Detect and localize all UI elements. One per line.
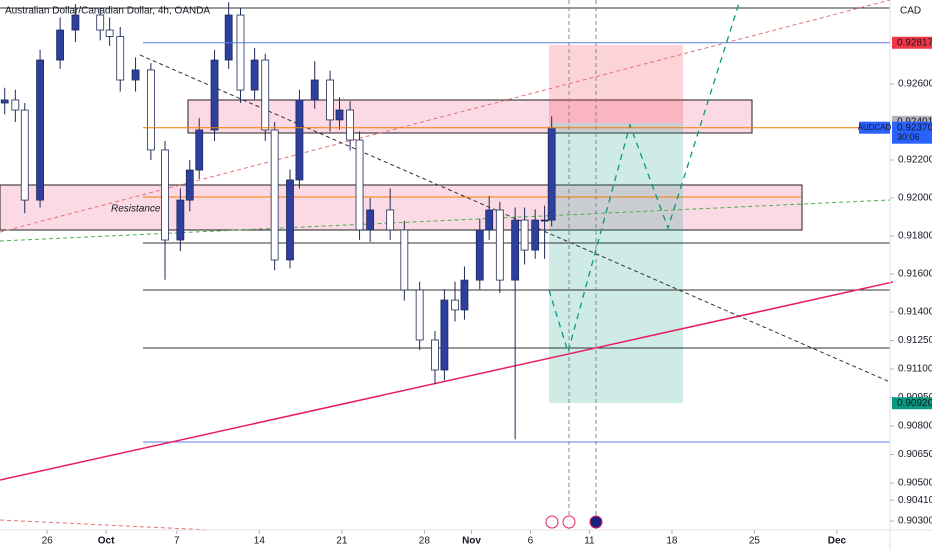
x-tick-label: 18 xyxy=(666,536,678,547)
price-label-box xyxy=(892,397,932,410)
x-tick-label: Dec xyxy=(828,536,847,547)
candle-body xyxy=(224,14,233,61)
candle-body xyxy=(20,109,29,201)
price-label: 0.92817 xyxy=(897,37,932,48)
x-tick-label: 26 xyxy=(42,536,54,547)
y-tick-label: 0.91800 xyxy=(898,231,932,242)
y-tick-label: 0.91600 xyxy=(898,269,932,280)
event-icons xyxy=(545,515,603,529)
candle-body xyxy=(451,299,459,311)
candle-body xyxy=(415,289,424,341)
trend-line xyxy=(0,281,894,481)
candle-body xyxy=(400,229,409,291)
symbol-box xyxy=(859,121,890,134)
y-tick-label: 0.92200 xyxy=(898,155,932,166)
candle-body xyxy=(236,14,245,91)
candle-body xyxy=(116,36,125,81)
y-tick-label: 0.91250 xyxy=(898,335,932,346)
candle-body xyxy=(261,59,270,131)
event-icon[interactable] xyxy=(589,515,603,529)
price-label: 0.90920 xyxy=(897,398,932,409)
y-tick-label: 0.90650 xyxy=(898,449,932,460)
x-tick-label: 7 xyxy=(174,536,180,547)
candle-body xyxy=(270,129,279,261)
candle-body xyxy=(250,59,259,91)
y-tick-label: 0.90500 xyxy=(898,478,932,489)
x-tick-label: Nov xyxy=(462,536,481,547)
candle-body xyxy=(335,109,344,121)
currency: CAD xyxy=(900,6,921,17)
trend-line xyxy=(0,199,891,242)
x-tick-label: 6 xyxy=(528,536,534,547)
symbol-label: AUDCAD xyxy=(858,123,892,132)
candle-body xyxy=(475,229,484,281)
chart-title: Australian Dollar/Canadian Dollar, 4h, O… xyxy=(5,6,210,17)
candle-body xyxy=(431,339,439,371)
candle-body xyxy=(96,14,105,31)
price-label-box xyxy=(892,36,932,49)
candle-body xyxy=(11,99,20,111)
candle-body xyxy=(195,129,204,171)
candle-body xyxy=(210,59,219,131)
candle-body xyxy=(495,209,504,281)
y-tick-label: 0.91100 xyxy=(898,364,932,375)
x-tick-label: 25 xyxy=(749,536,761,547)
trend-line xyxy=(0,0,891,233)
candle-body xyxy=(71,14,80,31)
candle-body xyxy=(460,279,469,311)
y-tick-label: 0.90300 xyxy=(898,516,932,527)
candle-body xyxy=(520,219,529,251)
trend-line xyxy=(0,519,211,531)
candle-body xyxy=(176,199,185,241)
candle-body xyxy=(131,69,140,81)
x-tick-label: 21 xyxy=(336,536,348,547)
candle-body xyxy=(146,69,155,151)
candle-body xyxy=(386,209,395,231)
x-tick-label: 11 xyxy=(584,536,595,547)
candle-body xyxy=(326,79,334,121)
price-label: 0.92370 xyxy=(897,122,932,133)
candle-body xyxy=(295,99,304,181)
candle-body xyxy=(346,109,355,141)
projection-path xyxy=(548,0,741,355)
y-tick-label: 0.90800 xyxy=(898,421,932,432)
x-tick-label: 28 xyxy=(419,536,431,547)
candle-body xyxy=(105,29,114,37)
y-tick-label: 0.92600 xyxy=(898,79,932,90)
candle-body xyxy=(366,209,375,231)
x-tick-label: 14 xyxy=(254,536,266,547)
candle-body xyxy=(511,219,520,281)
candle-body xyxy=(36,59,44,201)
candle-body xyxy=(540,219,549,222)
candle-body xyxy=(355,139,364,231)
candle-body xyxy=(56,29,65,61)
zone-label: Resistance xyxy=(111,204,161,215)
candle-body xyxy=(440,299,449,371)
y-tick-label: 0.92000 xyxy=(898,193,932,204)
candle-body xyxy=(485,209,494,231)
event-icon[interactable] xyxy=(545,515,559,529)
price-label-box xyxy=(892,121,932,144)
candle-body xyxy=(0,99,9,104)
event-icon[interactable] xyxy=(562,515,576,529)
countdown: 30:06 xyxy=(897,132,920,142)
x-tick-label: Oct xyxy=(98,536,115,547)
candle-body xyxy=(185,169,194,201)
candle-body xyxy=(547,127,556,221)
candle-body xyxy=(161,149,169,241)
stop-zone xyxy=(549,45,683,123)
candle-body xyxy=(286,179,294,261)
y-tick-label: 0.91400 xyxy=(898,307,932,318)
y-tick-label: 0.90410 xyxy=(898,495,932,506)
candle-body xyxy=(531,219,540,251)
candle-body xyxy=(310,79,319,101)
